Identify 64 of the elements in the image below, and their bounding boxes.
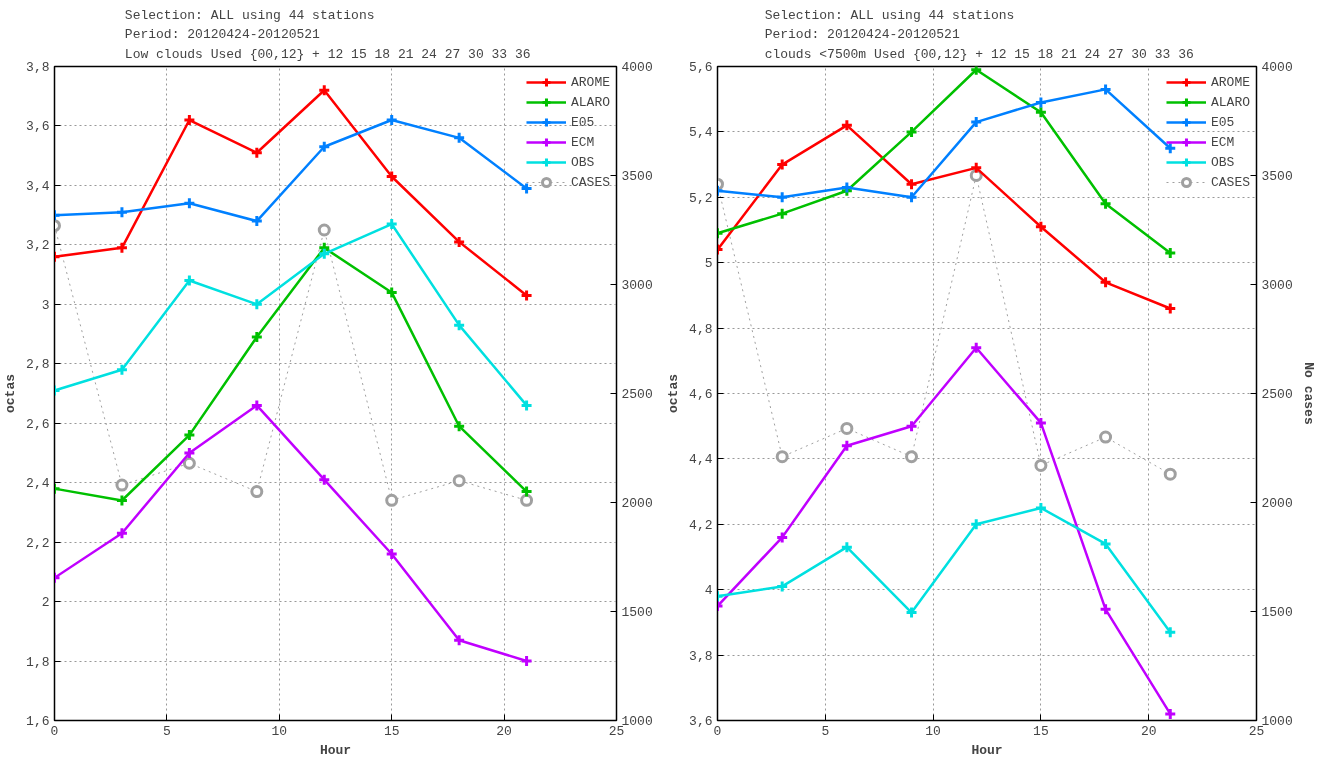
y2-tick-label: 2500 (1261, 387, 1293, 402)
legend-label: AROME (570, 74, 610, 90)
legend-label: ALARO (570, 94, 610, 110)
x-tick-label: 10 (271, 723, 288, 739)
y2-tick-label: 3500 (621, 169, 653, 184)
y-tick-label: 5 (704, 256, 713, 272)
x-tick-label: 20 (1140, 723, 1157, 739)
y-tick-label: 5,6 (689, 60, 713, 75)
legend-label: CASES (1210, 174, 1250, 190)
y-tick-label: 3,6 (26, 119, 50, 135)
y2-tick-label: 2500 (621, 387, 653, 402)
y-tick-label: 2 (41, 595, 50, 611)
chart-title: Selection: ALL using 44 stations Period: 20120424-20120521 clouds <7500m Used {00,12} + 12 15 18 21 24 27 30 33 36 (764, 7, 1194, 62)
y-tick-label: 4,8 (689, 321, 713, 337)
y-tick-label: 2,2 (26, 535, 50, 551)
y-axis-title: octas (666, 373, 682, 413)
x-tick-label: 5 (821, 723, 830, 739)
x-tick-label: 15 (1033, 723, 1049, 739)
x-tick-label: 5 (163, 723, 171, 739)
chart-title: Selection: ALL using 44 stations Period: 20120424-20120521 Low clouds Used {00,12} + 12 15 18 21 24 27 30 33 36 (124, 7, 531, 62)
y2-tick-label: 3000 (1261, 278, 1293, 293)
y2-axis-title: No cases (1300, 362, 1316, 425)
y2-tick-label: 4000 (621, 60, 653, 75)
legend-label: OBS (1210, 154, 1235, 170)
legend-label: E05 (570, 114, 595, 130)
x-tick-label: 10 (925, 723, 941, 739)
y-tick-label: 4,6 (689, 387, 713, 402)
y2-tick-label: 1500 (1261, 605, 1293, 620)
y-tick-label: 2,4 (26, 476, 50, 492)
y2-tick-label: 1500 (621, 605, 653, 620)
y2-tick-label: 2000 (1261, 496, 1293, 511)
y-tick-label: 4,2 (689, 517, 713, 533)
y-tick-label: 3,8 (689, 648, 713, 664)
y-axis-title: octas (3, 373, 19, 413)
y-tick-label: 3 (41, 297, 50, 313)
y2-tick-label: 3000 (621, 278, 653, 293)
y2-tick-label: 3500 (1261, 169, 1293, 184)
y-tick-label: 1,6 (26, 714, 50, 729)
y-tick-label: 4 (704, 583, 713, 599)
y-tick-label: 3,8 (26, 60, 50, 75)
legend-label: ECM (570, 134, 595, 150)
y-tick-label: 3,4 (26, 178, 50, 194)
x-tick-label: 0 (50, 723, 59, 739)
x-axis-title: Hour (319, 742, 352, 758)
legend-label: CASES (570, 174, 610, 190)
legend-label: E05 (1210, 114, 1235, 130)
legend-label: AROME (1210, 74, 1250, 90)
x-tick-label: 15 (383, 723, 400, 739)
x-tick-label: 20 (496, 723, 512, 739)
y-tick-label: 3,6 (689, 714, 713, 729)
y2-tick-label: 4000 (1261, 60, 1293, 75)
x-axis-title: Hour (971, 742, 1003, 758)
y-tick-label: 5,4 (689, 125, 713, 141)
y-tick-label: 2,8 (26, 357, 50, 373)
y-tick-label: 3,2 (26, 238, 50, 254)
y-tick-label: 4,4 (689, 452, 713, 468)
y-tick-label: 1,8 (26, 654, 50, 670)
legend-label: ALARO (1210, 94, 1250, 110)
x-tick-label: 0 (713, 723, 722, 739)
y-tick-label: 5,2 (689, 190, 713, 206)
legend-label: ECM (1210, 134, 1235, 150)
legend-label: OBS (570, 154, 595, 170)
y-tick-label: 2,6 (26, 416, 50, 432)
y2-tick-label: 2000 (621, 496, 653, 511)
